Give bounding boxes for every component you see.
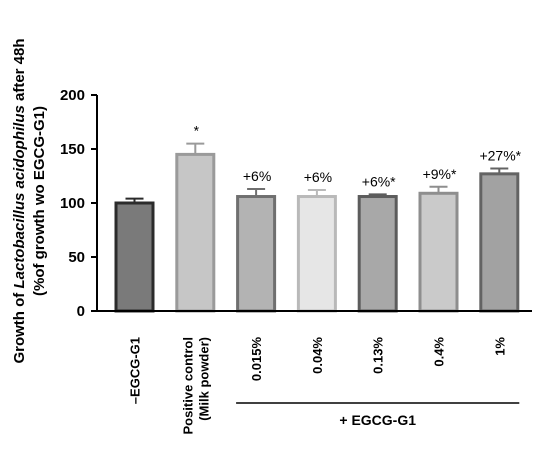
bar [357,195,398,313]
data-label: +6% [304,169,332,185]
x-tick-label: Positive control(Milk powder) [180,337,211,435]
data-label: +27%* [479,147,521,163]
bar [479,172,520,313]
data-label: +6% [243,168,271,184]
y-tick-label: 200 [60,87,85,104]
x-axis: –EGCG-G1 Positive control(Milk powder) 0.0… [97,310,532,435]
x-tick-label: –EGCG-G1 [128,337,143,404]
data-label: +9%* [423,166,457,182]
y-axis-title: Growth of Lactobacillus acidophilus afte… [11,38,28,363]
x-tick-label: 0.015% [249,337,264,382]
y-tick-label: 50 [68,249,85,266]
data-label: +6%* [362,173,396,189]
x-tick-label: 0.04% [310,337,325,374]
y-tick-label: 100 [60,195,85,212]
x-tick-label: 0.13% [371,337,386,374]
bar [236,195,277,313]
bar [175,152,216,313]
x-tick-label: 1% [492,337,507,356]
bar [114,201,155,313]
bars: * +6% +6% +6%* +9%* +27%* [114,123,522,313]
y-axis-subtitle: (%of growth wo EGCG-G1) [31,106,48,296]
data-label: * [194,123,200,139]
bar [418,191,459,313]
bar [296,195,337,313]
y-axis: 0 50 100 150 200 [60,87,98,320]
group-label: + EGCG-G1 [339,412,416,428]
group-bracket: + EGCG-G1 [236,402,520,428]
y-tick-label: 0 [77,303,85,320]
x-tick-label: 0.4% [432,337,447,367]
y-tick-label: 150 [60,141,85,158]
